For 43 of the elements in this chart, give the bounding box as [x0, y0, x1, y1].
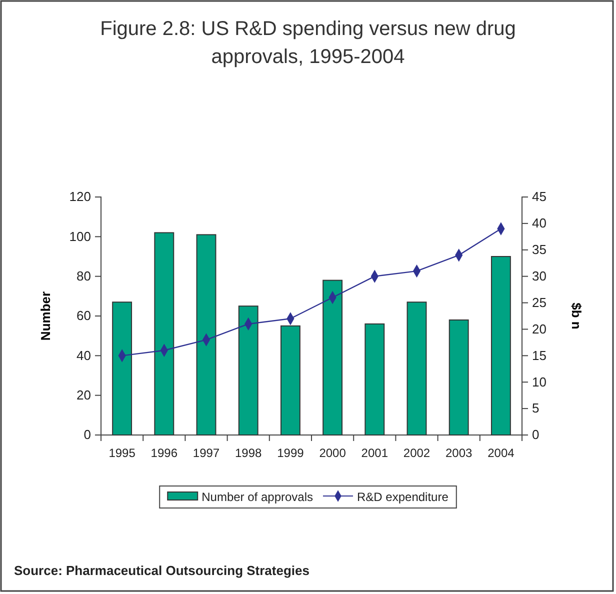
y2-tick-label: 20	[532, 321, 546, 336]
bar	[448, 319, 469, 436]
y2-tick-label: 30	[532, 268, 546, 284]
bar	[238, 306, 258, 436]
legend-label: R&D expenditure	[357, 490, 449, 504]
x-tick-label: 2002	[403, 446, 430, 460]
y-tick-label: 0	[84, 427, 91, 442]
y-axis-title: Number	[38, 291, 53, 341]
y2-tick-label: 0	[532, 427, 540, 442]
x-tick-label: 2003	[446, 446, 473, 460]
x-tick-label: 1998	[235, 446, 262, 460]
bar	[112, 302, 132, 436]
y2-tick-label: 15	[532, 348, 546, 363]
x-tick-label: 1999	[277, 446, 304, 460]
bar	[154, 232, 174, 436]
y-tick-label: 120	[69, 189, 91, 204]
y2-tick-label: 10	[532, 374, 546, 390]
y2-tick-label: 25	[532, 294, 546, 310]
bar	[490, 256, 511, 436]
y2-tick-label: 5	[532, 400, 540, 416]
bar	[406, 302, 427, 436]
y-tick-label: 100	[69, 228, 91, 244]
y-tick-label: 40	[76, 348, 91, 363]
legend-label: Number of approvals	[202, 490, 313, 504]
y-tick-label: 20	[76, 387, 91, 402]
y2-tick-label: 35	[532, 242, 546, 258]
y-tick-label: 60	[76, 308, 91, 324]
bar	[196, 234, 216, 436]
y2-tick-label: 45	[532, 189, 546, 204]
y2-axis-title: $b n	[569, 302, 584, 330]
x-tick-label: 1997	[192, 446, 220, 460]
x-tick-label: 1996	[150, 446, 178, 460]
bar	[322, 280, 343, 436]
bar	[280, 325, 300, 436]
y2-tick-label: 40	[532, 216, 546, 231]
bar	[364, 323, 385, 436]
x-tick-label: 2004	[488, 446, 515, 460]
source-note: Source: Pharmaceutical Outsourcing Strategies	[14, 563, 310, 578]
x-tick-label: 1995	[108, 446, 136, 460]
chart-title: Figure 2.8: US R&D spending versus new drug approvals, 1995-2004	[100, 18, 516, 68]
x-tick-label: 2001	[361, 446, 388, 460]
x-tick-label: 2000	[319, 446, 346, 460]
y-tick-label: 80	[76, 268, 91, 284]
